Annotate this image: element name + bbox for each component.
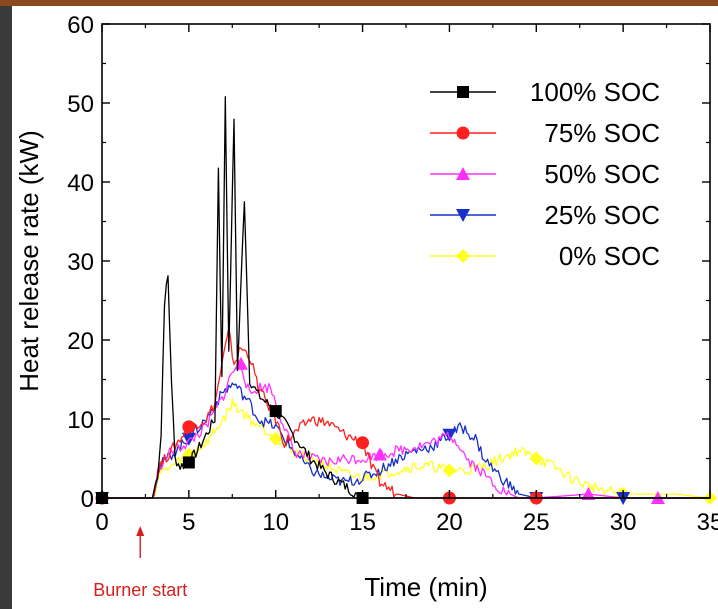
x-tick-label: 5 xyxy=(182,509,195,536)
y-tick-label: 20 xyxy=(67,328,94,355)
data-point xyxy=(356,436,370,450)
data-point xyxy=(372,447,387,461)
series-line xyxy=(102,96,710,499)
x-axis-title: Time (min) xyxy=(364,572,487,602)
top-border-strip xyxy=(0,0,718,6)
data-point xyxy=(529,451,544,466)
burner-start-arrow-head xyxy=(136,526,145,536)
series-75-pct-soc xyxy=(95,327,710,505)
y-axis-title: Heat release rate (kW) xyxy=(14,130,44,392)
legend-marker xyxy=(457,86,469,98)
data-point xyxy=(442,463,457,478)
data-point xyxy=(269,405,282,418)
legend-marker xyxy=(456,209,470,222)
x-tick-label: 15 xyxy=(349,509,376,536)
legend-label: 100% SOC xyxy=(530,77,660,107)
series-line xyxy=(102,362,710,499)
data-point xyxy=(233,356,248,370)
x-tick-label: 10 xyxy=(262,509,289,536)
x-tick-label: 20 xyxy=(436,509,463,536)
x-tick-label: 35 xyxy=(697,509,718,536)
y-tick-label: 10 xyxy=(67,407,94,434)
legend-label: 0% SOC xyxy=(559,241,660,271)
legend-marker xyxy=(456,249,470,263)
left-border-strip xyxy=(0,6,12,609)
data-point xyxy=(442,428,457,442)
y-tick-label: 60 xyxy=(67,12,94,39)
x-tick-label: 25 xyxy=(523,509,550,536)
x-tick-label: 30 xyxy=(610,509,637,536)
legend: 100% SOC 75% SOC 50% SOC 25% SOC 0% SOC xyxy=(430,77,660,271)
legend-marker xyxy=(456,167,470,180)
legend-label: 25% SOC xyxy=(544,200,660,230)
axes-layer: 0 5 10 15 20 25 30 35 0 10 20 30 40 50 60 xyxy=(67,12,718,536)
burner-start-annotation: Burner start xyxy=(93,526,187,600)
legend-label: 50% SOC xyxy=(544,159,660,189)
legend-marker xyxy=(456,126,470,140)
data-point xyxy=(182,420,196,434)
y-tick-label: 0 xyxy=(81,486,94,513)
burner-start-label: Burner start xyxy=(93,580,187,600)
data-point xyxy=(581,487,596,501)
chart-card: 0 5 10 15 20 25 30 35 0 10 20 30 40 50 60 100% SOC 75% … xyxy=(12,6,718,609)
y-tick-label: 50 xyxy=(67,91,94,118)
data-point xyxy=(268,431,283,446)
legend-label: 75% SOC xyxy=(544,118,660,148)
heat-release-chart: 0 5 10 15 20 25 30 35 0 10 20 30 40 50 60 100% SOC 75% … xyxy=(14,12,718,602)
series-line xyxy=(102,398,711,499)
y-tick-label: 40 xyxy=(67,170,94,197)
data-point xyxy=(182,456,195,469)
x-tick-label: 0 xyxy=(95,509,108,536)
y-tick-label: 30 xyxy=(67,249,94,276)
